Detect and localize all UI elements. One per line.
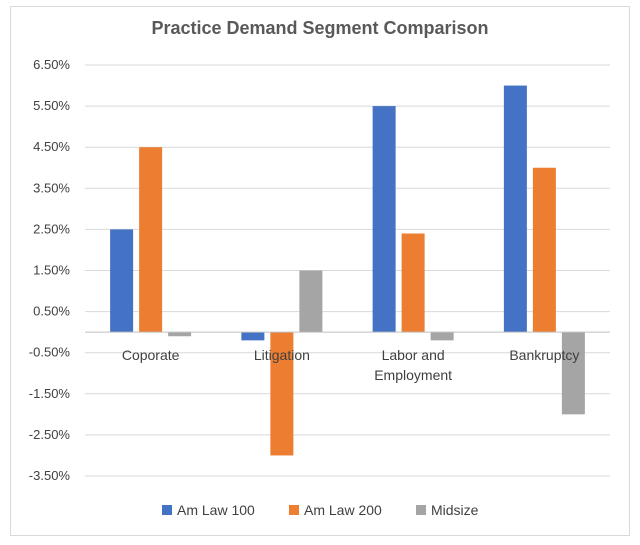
category-label-line: Bankruptcy <box>509 347 579 363</box>
bar-midsize-0 <box>168 332 192 337</box>
category-label: Bankruptcy <box>509 347 579 363</box>
bar-midsize-1 <box>299 270 323 333</box>
legend: Am Law 100 Am Law 200 Midsize <box>162 502 479 518</box>
y-tick-label: -0.50% <box>29 345 71 360</box>
bar-am-law-100-1 <box>241 332 265 341</box>
y-tick-label: 0.50% <box>33 304 70 319</box>
bar-midsize-2 <box>430 332 454 341</box>
legend-swatch <box>416 505 426 515</box>
category-label-line: Litigation <box>254 347 310 363</box>
category-label: Labor and Employment <box>374 347 452 383</box>
bar-am-law-100-3 <box>503 85 527 333</box>
legend-label: Am Law 100 <box>177 502 255 518</box>
category-labels: Coporate Litigation Labor and Employment Ban… <box>122 347 580 383</box>
legend-label: Midsize <box>431 502 479 518</box>
y-tick-label: 5.50% <box>33 98 70 113</box>
y-tick-label: 2.50% <box>33 221 70 236</box>
category-label: Coporate <box>122 347 180 363</box>
y-tick-label: 4.50% <box>33 139 70 154</box>
category-label-line: Employment <box>374 367 452 383</box>
bar-am-law-200-1 <box>270 332 294 456</box>
y-tick-labels: 6.50% 5.50% 4.50% 3.50% 2.50% 1.50% 0.50% -0.50… <box>29 57 71 483</box>
bar-am-law-100-2 <box>372 106 396 333</box>
bar-am-law-200-2 <box>401 233 425 333</box>
chart-title: Practice Demand Segment Comparison <box>151 18 489 38</box>
y-tick-label: 1.50% <box>33 263 70 278</box>
bar-midsize-3 <box>561 332 585 415</box>
legend-swatch <box>162 505 172 515</box>
y-tick-label: -2.50% <box>29 427 71 442</box>
y-tick-label: 6.50% <box>33 57 70 72</box>
legend-swatch <box>289 505 299 515</box>
bars <box>110 85 585 456</box>
bar-am-law-100-0 <box>110 229 134 333</box>
category-label-line: Coporate <box>122 347 180 363</box>
y-tick-label: -1.50% <box>29 386 71 401</box>
y-tick-label: -3.50% <box>29 468 71 483</box>
legend-label: Am Law 200 <box>304 502 382 518</box>
category-label-line: Labor and <box>382 347 445 363</box>
bar-am-law-200-0 <box>139 147 163 333</box>
gridlines <box>85 64 610 477</box>
bar-am-law-200-3 <box>532 167 556 333</box>
y-tick-label: 3.50% <box>33 180 70 195</box>
category-label: Litigation <box>254 347 310 363</box>
